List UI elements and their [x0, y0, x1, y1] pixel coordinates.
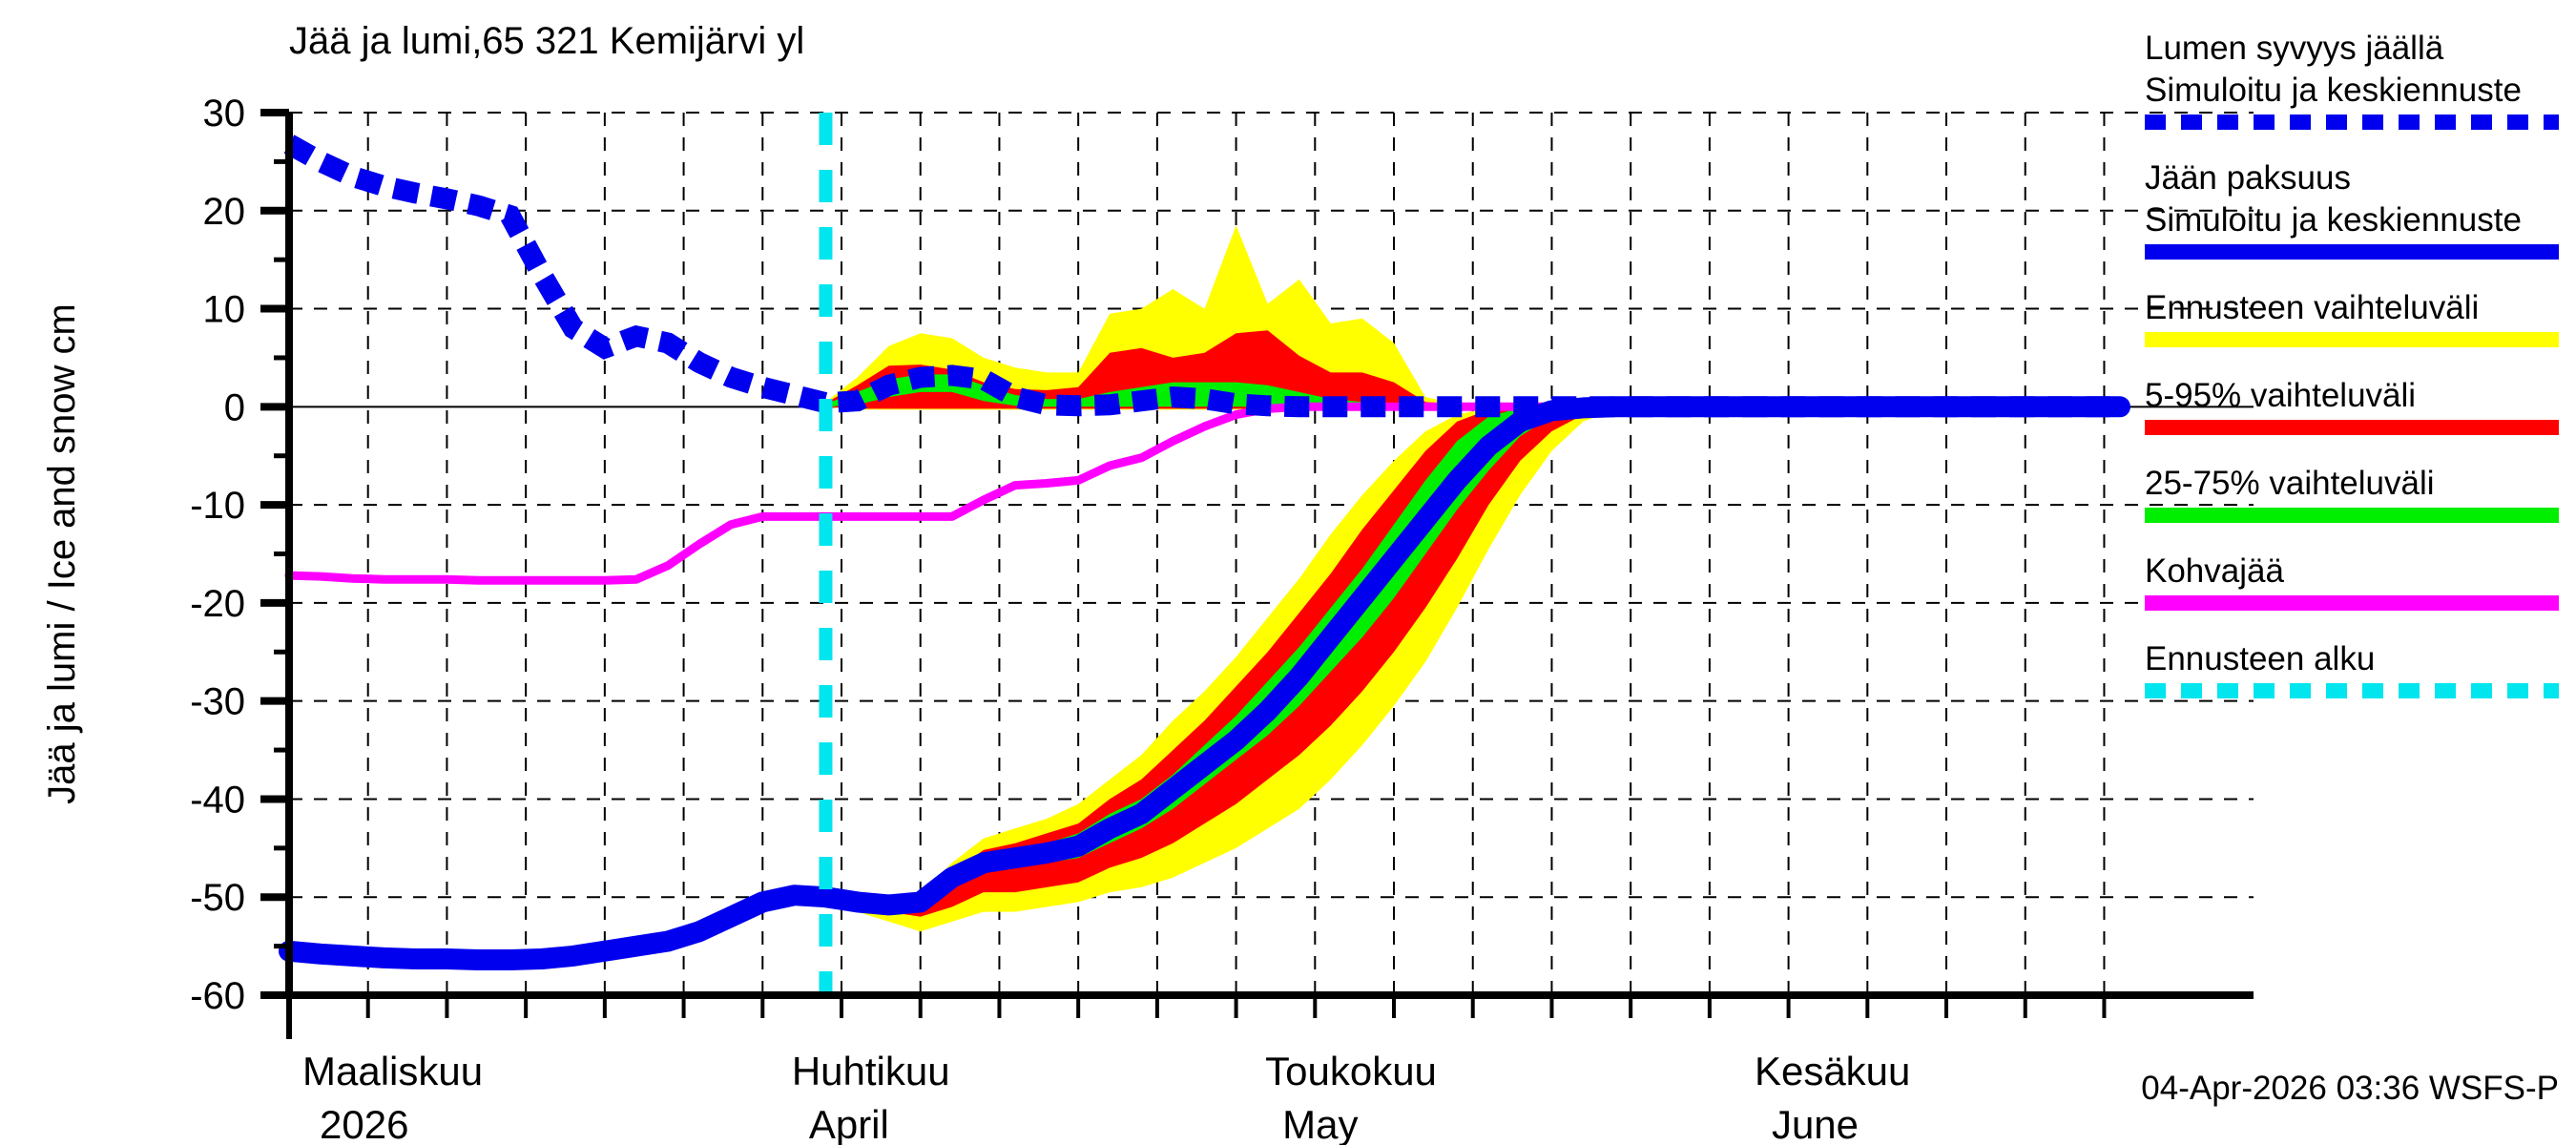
legend-item: 5-95% vaihteluväli: [2145, 377, 2559, 435]
legend-item: Ennusteen vaihteluväli: [2145, 289, 2559, 347]
legend-label-primary: Ennusteen alku: [2145, 640, 2375, 677]
legend-item: Jään paksuus Simuloitu ja keskiennuste: [2145, 159, 2559, 260]
month-label-en: June: [1772, 1102, 1859, 1145]
month-label-fi: Maaliskuu: [302, 1049, 483, 1093]
legend-label-primary: Kohvajää: [2145, 552, 2284, 590]
month-label-en: April: [809, 1102, 889, 1145]
legend-label-primary: 5-95% vaihteluväli: [2145, 377, 2416, 414]
y-axis-tick-label: -40: [190, 779, 245, 821]
ice-thickness-line: [279, 396, 2130, 970]
legend-label-secondary: Simuloitu ja keskiennuste: [2145, 201, 2522, 239]
band-ice-5-95: [825, 406, 2120, 917]
legend-label-primary: Jään paksuus: [2145, 159, 2351, 197]
legend-label-primary: 25-75% vaihteluväli: [2145, 465, 2435, 502]
x-axis-month-labels: Maaliskuu 2026 Huhtikuu April Toukokuu May Kes…: [302, 1049, 1910, 1145]
y-axis-tick-label: -10: [190, 485, 245, 527]
chart-title: Jää ja lumi,65 321 Kemijärvi yl: [289, 20, 804, 62]
axes: 30 20 10 0 -10 -20 -30 -40 -50 -60: [190, 93, 2254, 1039]
y-axis-tick-label: 0: [224, 386, 245, 428]
legend: Lumen syvyys jäällä Simuloitu ja keskienn…: [2145, 30, 2559, 698]
legend-item: Kohvajää: [2145, 552, 2559, 611]
legend-label-primary: Ennusteen vaihteluväli: [2145, 289, 2479, 326]
legend-label-secondary: Simuloitu ja keskiennuste: [2145, 72, 2522, 109]
month-label-fi: Kesäkuu: [1755, 1049, 1910, 1093]
footer-timestamp: 04-Apr-2026 03:36 WSFS-P: [2141, 1070, 2559, 1107]
y-axis-tick-label: 10: [203, 289, 246, 331]
legend-label-primary: Lumen syvyys jäällä: [2145, 30, 2444, 67]
legend-item: Ennusteen alku: [2145, 640, 2559, 698]
legend-item: Lumen syvyys jäällä Simuloitu ja keskienn…: [2145, 30, 2559, 130]
y-axis-tick-label: -30: [190, 681, 245, 723]
y-axis-tick-label: 20: [203, 191, 246, 233]
month-label-en: 2026: [320, 1102, 408, 1145]
y-axis-tick-label: 30: [203, 93, 246, 135]
y-axis-tick-label: -60: [190, 975, 245, 1017]
legend-item: 25-75% vaihteluväli: [2145, 465, 2559, 523]
month-label-en: May: [1282, 1102, 1358, 1145]
y-axis-tick-label: -50: [190, 877, 245, 919]
month-label-fi: Toukokuu: [1265, 1049, 1437, 1093]
snow-depth-line: [283, 135, 2120, 418]
y-axis-title: Jää ja lumi / Ice and snow cm: [41, 303, 83, 804]
y-axis-tick-label: -20: [190, 583, 245, 625]
month-label-fi: Huhtikuu: [792, 1049, 950, 1093]
